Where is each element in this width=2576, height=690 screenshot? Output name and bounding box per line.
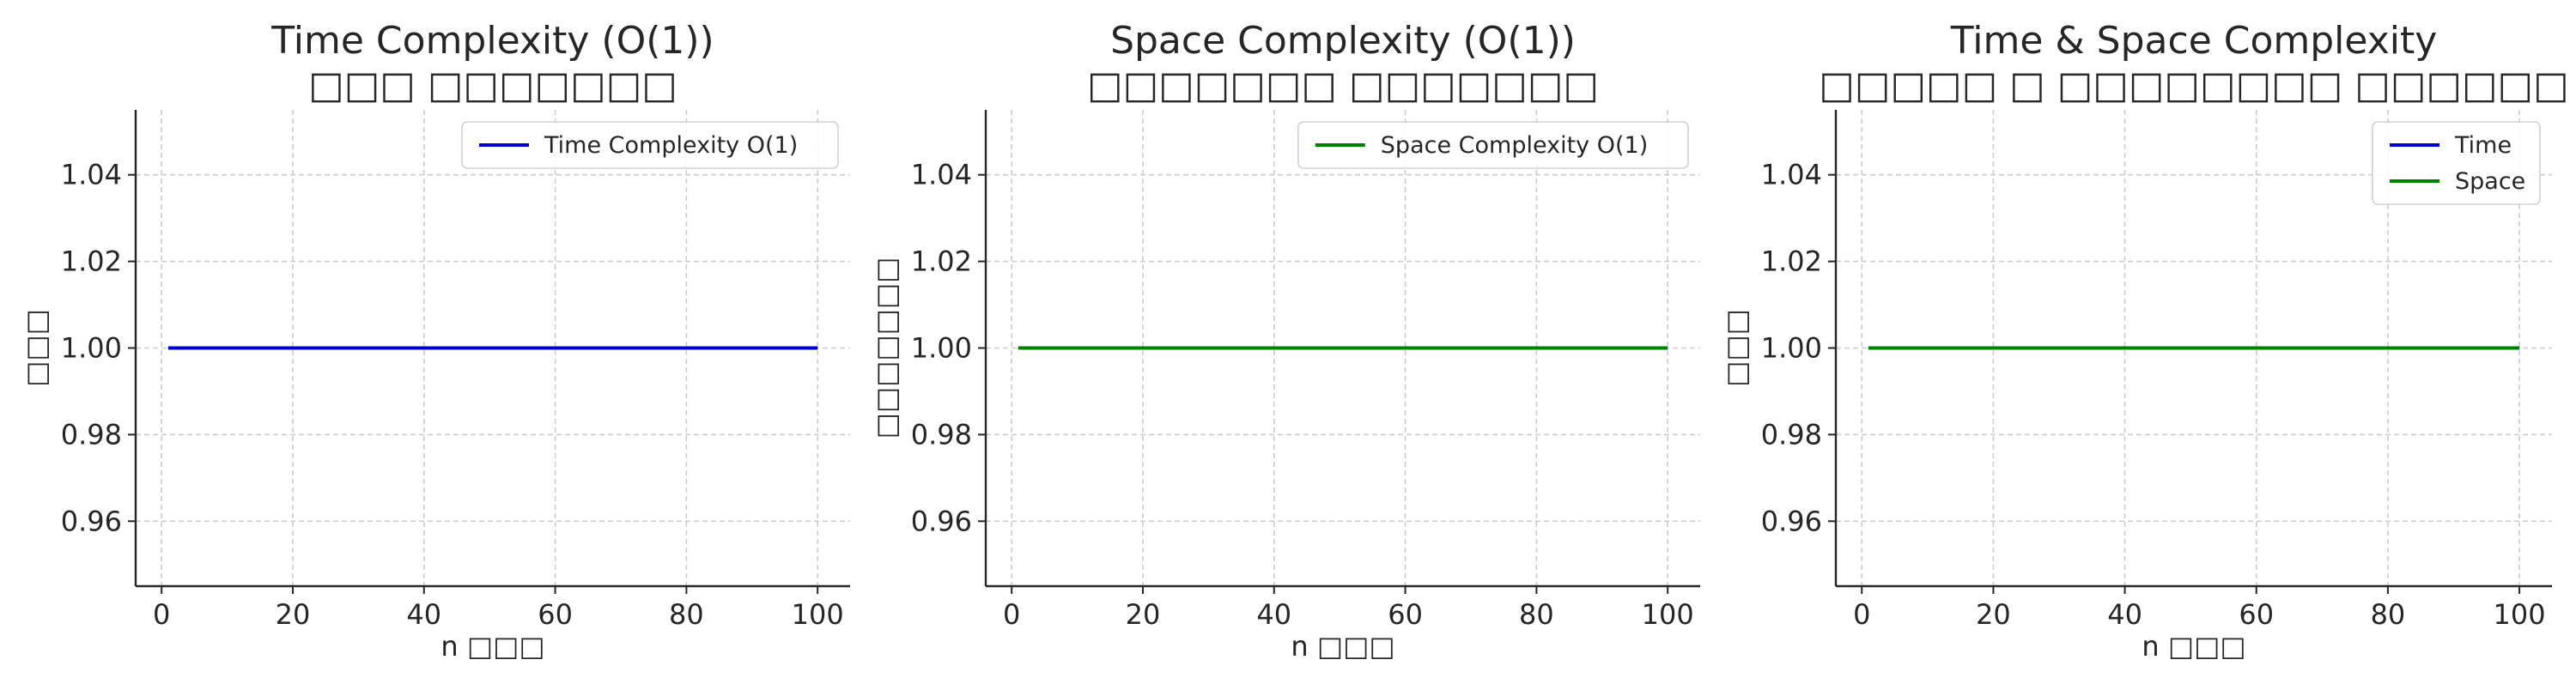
legend-label: Space Complexity O(1) <box>1381 132 1648 159</box>
legend-label: Time Complexity O(1) <box>544 132 798 159</box>
y-axis-label: □□□ <box>20 309 52 387</box>
chart-panel-3: Time & Space Complexity□□□□□ □ □□□□□□□□ … <box>1720 19 2569 663</box>
x-tick-label: 20 <box>1976 598 2011 631</box>
x-tick-label: 60 <box>2239 598 2274 631</box>
x-tick-label: 80 <box>669 598 704 631</box>
x-tick-label: 100 <box>1642 598 1694 631</box>
x-tick-label: 0 <box>153 598 170 631</box>
x-axis-label: n □□□ <box>2142 630 2245 663</box>
chart-panel-1: Time Complexity (O(1))□□□ □□□□□□□ 0 20 40 60… <box>20 19 850 663</box>
chart-subtitle: □□□□□□□ □□□□□□□ <box>1087 64 1599 107</box>
y-axis-label: □□□ <box>1720 309 1753 387</box>
legend: Space Complexity O(1) <box>1297 121 1689 169</box>
y-tick-label: 1.04 <box>911 159 972 191</box>
x-tick-label: 80 <box>2371 598 2406 631</box>
chart-panel-2: Space Complexity (O(1))□□□□□□□ □□□□□□□ 0 2… <box>870 19 1700 663</box>
x-tick-label: 60 <box>538 598 573 631</box>
x-tick-label: 100 <box>2494 598 2546 631</box>
legend: Time Complexity O(1) <box>461 121 839 169</box>
y-tick-label: 1.04 <box>61 159 122 191</box>
y-tick-label: 1.02 <box>1761 245 1822 278</box>
y-tick-label: 0.96 <box>61 505 122 537</box>
x-tick-label: 40 <box>1256 598 1291 631</box>
y-axis-label: □□□□□□□ <box>870 257 902 439</box>
y-tick-label: 0.96 <box>1761 505 1822 537</box>
y-tick-label: 0.98 <box>911 418 972 451</box>
y-tick-label: 1.02 <box>911 245 972 278</box>
legend-box <box>1297 121 1689 169</box>
x-tick-label: 20 <box>1126 598 1161 631</box>
chart-title: Time Complexity (O(1)) <box>270 19 714 63</box>
x-tick-label: 20 <box>276 598 311 631</box>
y-tick-label: 0.96 <box>911 505 972 537</box>
y-tick-label: 0.98 <box>61 418 122 451</box>
legend-label: Time <box>2454 132 2512 159</box>
y-tick-label: 0.98 <box>1761 418 1822 451</box>
x-tick-label: 40 <box>406 598 441 631</box>
legend: Time Space <box>2372 121 2541 205</box>
x-tick-label: 80 <box>1519 598 1554 631</box>
x-tick-label: 0 <box>1003 598 1020 631</box>
legend-box <box>2372 121 2541 205</box>
y-tick-label: 1.00 <box>61 332 122 365</box>
chart-subtitle: □□□□□ □ □□□□□□□□ □□□□□□ <box>1819 64 2568 107</box>
chart-title: Space Complexity (O(1)) <box>1110 19 1576 63</box>
chart-subtitle: □□□ □□□□□□□ <box>308 64 677 107</box>
y-tick-label: 1.00 <box>1761 332 1822 365</box>
x-tick-label: 100 <box>792 598 844 631</box>
legend-label: Space <box>2455 168 2525 195</box>
x-tick-label: 0 <box>1853 598 1870 631</box>
y-tick-label: 1.00 <box>911 332 972 365</box>
x-tick-label: 60 <box>1388 598 1423 631</box>
x-tick-label: 40 <box>2107 598 2142 631</box>
chart-title: Time & Space Complexity <box>1950 19 2438 63</box>
x-axis-label: n □□□ <box>1291 630 1394 663</box>
x-axis-label: n □□□ <box>440 630 544 663</box>
y-tick-label: 1.02 <box>61 245 122 278</box>
legend-box <box>461 121 839 169</box>
y-tick-label: 1.04 <box>1761 159 1822 191</box>
